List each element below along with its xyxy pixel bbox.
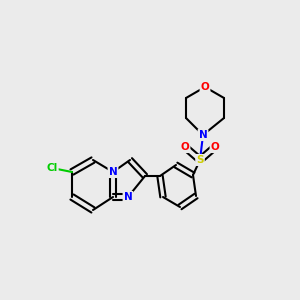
Text: O: O bbox=[181, 142, 189, 152]
Text: O: O bbox=[201, 82, 209, 92]
Text: N: N bbox=[199, 130, 207, 140]
Text: S: S bbox=[196, 155, 204, 165]
Text: N: N bbox=[124, 192, 132, 202]
Text: O: O bbox=[211, 142, 219, 152]
Text: N: N bbox=[109, 167, 117, 177]
Text: Cl: Cl bbox=[46, 163, 58, 173]
